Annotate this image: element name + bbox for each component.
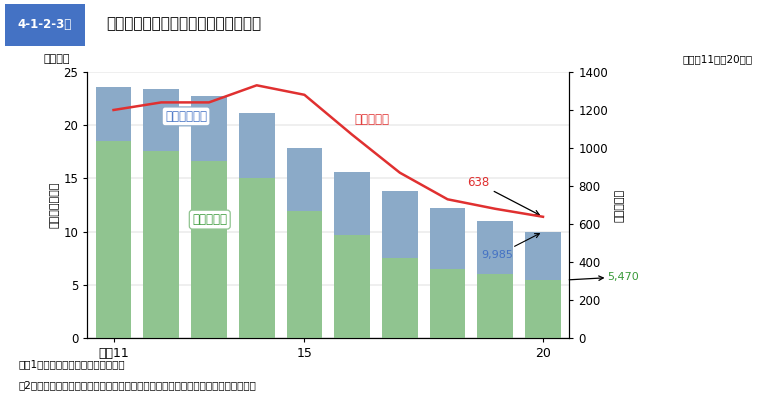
Bar [334,235,370,338]
Text: （千人）: （千人） [44,54,71,64]
Bar [382,191,417,338]
Text: 注　1　警察庁交通局の資料による。: 注 1 警察庁交通局の資料による。 [19,359,125,369]
Bar [96,141,131,338]
Text: 暴走族の構成員数・グループ数の推移: 暴走族の構成員数・グループ数の推移 [106,16,261,32]
Bar [239,114,275,338]
Bar [430,208,465,338]
Bar [477,221,513,338]
Text: うち少年数: うち少年数 [192,213,227,226]
Bar [143,151,179,338]
Text: 5,470: 5,470 [569,272,639,282]
Bar [239,178,275,338]
Bar [430,269,465,338]
Text: 暴走族構成員: 暴走族構成員 [165,110,207,123]
Bar [286,211,323,338]
Y-axis label: グループ数: グループ数 [615,188,625,222]
Bar [334,172,370,338]
Bar [191,96,227,338]
Bar [286,148,323,338]
Text: （平成11年～20年）: （平成11年～20年） [682,54,752,64]
Text: 9,985: 9,985 [481,234,540,260]
Bar [143,89,179,338]
Text: 4-1-2-3図: 4-1-2-3図 [17,18,72,30]
Y-axis label: 暴走族構成員数: 暴走族構成員数 [49,182,59,228]
Text: 638: 638 [467,176,540,215]
Bar [382,258,417,338]
Bar [525,280,561,338]
Bar [5,4,85,46]
Text: 2　共同危険型暴走族（爆音を伴う暴走等を集団で行う暴走族をいう。）に限る。: 2 共同危険型暴走族（爆音を伴う暴走等を集団で行う暴走族をいう。）に限る。 [19,380,257,390]
Bar [191,161,227,338]
Bar [525,232,561,338]
Bar [96,87,131,338]
Text: グループ数: グループ数 [354,113,389,126]
Bar [477,274,513,338]
